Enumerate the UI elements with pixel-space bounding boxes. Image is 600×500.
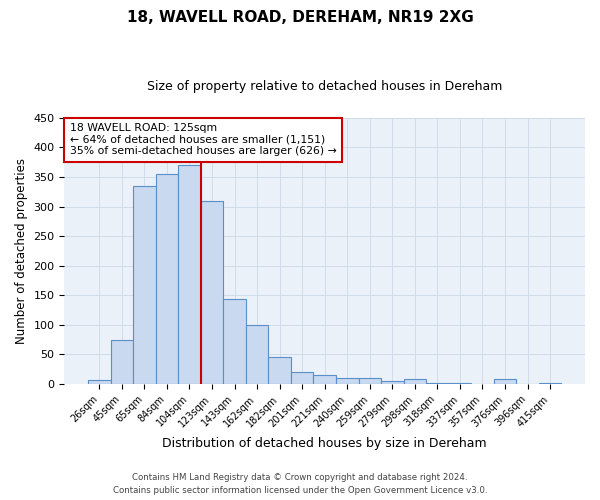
Bar <box>246 326 268 384</box>
Bar <box>494 378 516 384</box>
Bar <box>359 378 381 384</box>
Bar <box>291 372 313 384</box>
Bar <box>313 375 336 384</box>
Bar <box>449 383 471 384</box>
Text: 18, WAVELL ROAD, DEREHAM, NR19 2XG: 18, WAVELL ROAD, DEREHAM, NR19 2XG <box>127 10 473 25</box>
Bar <box>155 174 178 384</box>
Bar <box>178 165 201 384</box>
Bar <box>133 186 155 384</box>
Bar <box>381 381 404 384</box>
Text: 18 WAVELL ROAD: 125sqm
← 64% of detached houses are smaller (1,151)
35% of semi-: 18 WAVELL ROAD: 125sqm ← 64% of detached… <box>70 123 337 156</box>
Text: Contains HM Land Registry data © Crown copyright and database right 2024.
Contai: Contains HM Land Registry data © Crown c… <box>113 474 487 495</box>
Bar <box>336 378 359 384</box>
Bar <box>268 357 291 384</box>
Bar <box>201 200 223 384</box>
Y-axis label: Number of detached properties: Number of detached properties <box>15 158 28 344</box>
Bar <box>404 380 426 384</box>
Bar <box>110 340 133 384</box>
Title: Size of property relative to detached houses in Dereham: Size of property relative to detached ho… <box>147 80 502 93</box>
Bar <box>426 383 449 384</box>
Bar <box>88 380 110 384</box>
Bar <box>539 383 562 384</box>
X-axis label: Distribution of detached houses by size in Dereham: Distribution of detached houses by size … <box>163 437 487 450</box>
Bar <box>223 300 246 384</box>
